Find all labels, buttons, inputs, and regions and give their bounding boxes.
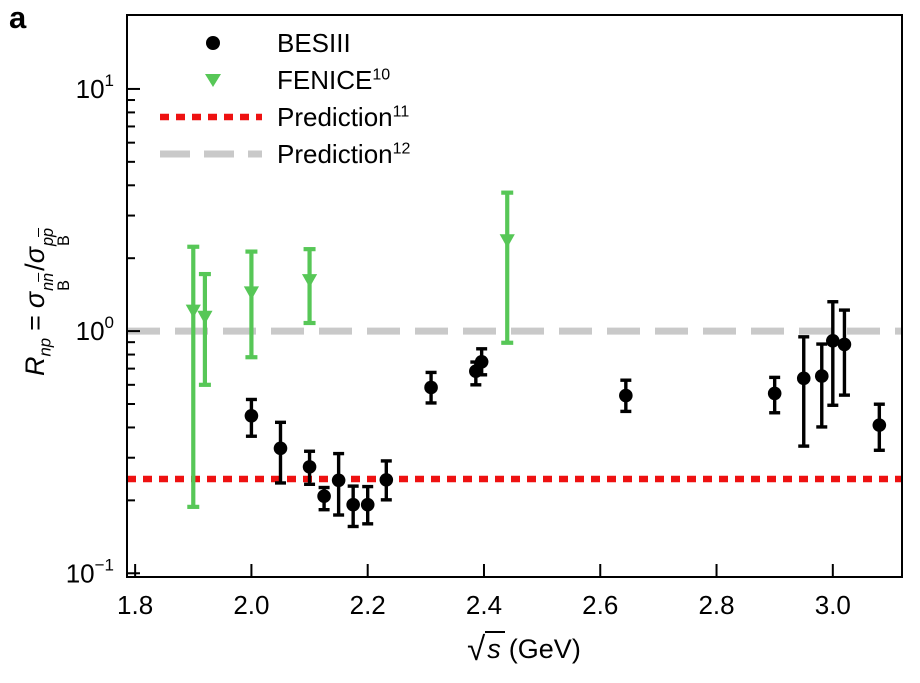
- besiii-point: [317, 485, 331, 512]
- data-point-marker: [837, 337, 852, 352]
- data-point-marker: [360, 497, 375, 512]
- legend-marker-dotted-icon: [160, 113, 262, 120]
- besiii-point: [360, 484, 375, 526]
- besiii-point: [273, 420, 288, 485]
- besiii-point: [814, 342, 829, 429]
- data-point-marker: [796, 371, 811, 386]
- data-point-marker: [424, 380, 438, 395]
- fenice-point: [499, 190, 515, 345]
- x-tick-label: 2.4: [466, 590, 502, 620]
- ylabel-var-sub: np: [35, 337, 55, 357]
- besiii-point: [244, 397, 259, 438]
- ylabel-equals: =: [20, 315, 50, 331]
- legend-label: BESIII: [277, 27, 351, 58]
- x-tick-label: 2.2: [350, 590, 386, 620]
- x-tick-label: 2.8: [698, 590, 734, 620]
- fenice-point: [197, 271, 213, 387]
- besiii-point: [474, 347, 489, 377]
- data-point-marker: [301, 274, 318, 288]
- data-point-marker: [346, 497, 360, 512]
- besiii-series: [244, 300, 887, 529]
- legend: BESIII FENICE10 Prediction11 Prediction12: [158, 24, 410, 172]
- x-tick-label: 2.6: [582, 590, 618, 620]
- ylabel-sigma-n-scripts: nn B: [39, 273, 74, 291]
- panel-label: a: [9, 0, 27, 35]
- x-axis-label: √s (GeV): [414, 630, 634, 668]
- data-point-marker: [379, 473, 394, 487]
- legend-item-besiii: BESIII: [158, 24, 410, 61]
- besiii-point: [346, 484, 360, 529]
- plot-frame: [126, 14, 903, 578]
- x-tick-label: 3.0: [815, 590, 851, 620]
- legend-triangle-icon: [205, 73, 221, 87]
- besiii-point: [796, 335, 811, 448]
- fenice-point: [185, 244, 201, 509]
- sqrt-radical: √: [467, 630, 486, 667]
- legend-label: FENICE10: [277, 64, 391, 95]
- data-point-marker: [474, 354, 489, 369]
- besiii-point: [379, 459, 394, 502]
- besiii-point: [619, 378, 633, 414]
- sqrt-radicand: s: [485, 631, 505, 664]
- ylabel-sigma-p: σ: [20, 247, 50, 264]
- besiii-point: [424, 370, 438, 405]
- fenice-point: [243, 249, 260, 360]
- data-point-marker: [619, 388, 633, 403]
- besiii-point: [826, 300, 840, 407]
- besiii-point: [302, 449, 317, 486]
- legend-circle-icon: [206, 35, 220, 50]
- data-point-marker: [499, 234, 515, 248]
- fenice-series: [185, 190, 515, 509]
- data-point-marker: [197, 310, 213, 325]
- besiii-point: [872, 402, 887, 452]
- y-axis-label: Rnp=σ nn B/σ pp B: [20, 131, 73, 471]
- y-tick-label: 100: [76, 313, 114, 346]
- legend-marker-circle-icon: [206, 35, 220, 50]
- data-point-marker: [814, 369, 829, 383]
- data-point-marker: [273, 441, 288, 456]
- data-point-marker: [872, 418, 887, 432]
- ylabel-sub-B1: B: [55, 280, 74, 291]
- x-tick-label: 1.8: [117, 590, 153, 620]
- legend-marker-triangle-down-icon: [205, 73, 221, 87]
- data-point-marker: [767, 386, 782, 401]
- data-point-marker: [185, 304, 201, 318]
- besiii-point: [331, 451, 346, 517]
- ylabel-var: R: [20, 356, 50, 377]
- data-point-marker: [331, 473, 346, 488]
- y-tick-label: 10−1: [66, 555, 114, 588]
- data-point-marker: [302, 460, 317, 474]
- x-axis-unit: (GeV): [508, 634, 581, 664]
- ylabel-sub-B2: B: [55, 235, 74, 246]
- y-tick-label: 101: [76, 71, 114, 104]
- besiii-point: [837, 308, 852, 397]
- data-point-marker: [244, 408, 259, 423]
- fenice-point: [301, 247, 318, 326]
- data-point-marker: [826, 333, 840, 348]
- legend-marker-dashed-icon: [160, 150, 262, 157]
- ylabel-slash: /: [20, 263, 50, 271]
- legend-item-prediction12: Prediction12: [158, 135, 410, 172]
- ylabel-sigma-n: σ: [20, 291, 50, 309]
- legend-item-prediction11: Prediction11: [158, 98, 410, 135]
- legend-label: Prediction12: [277, 138, 411, 169]
- x-tick-label: 2.0: [233, 590, 269, 620]
- ylabel-sigma-p-scripts: pp B: [39, 228, 74, 246]
- besiii-point: [767, 375, 782, 415]
- legend-item-fenice10: FENICE10: [158, 61, 410, 98]
- data-point-marker: [243, 286, 260, 300]
- data-point-marker: [317, 489, 331, 504]
- legend-label: Prediction11: [277, 101, 410, 132]
